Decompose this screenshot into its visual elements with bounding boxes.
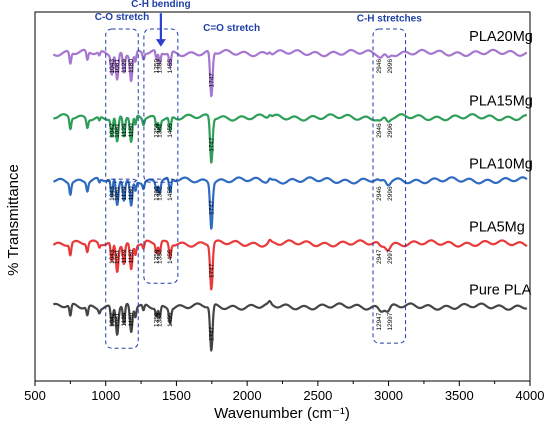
arrow-head	[155, 39, 166, 47]
peak-label: 1180	[128, 249, 135, 263]
peak-label: 1042	[109, 123, 116, 138]
peak-label: 1129	[121, 249, 128, 263]
series-line-pla5mg	[52, 238, 528, 291]
peak-label: 1383	[157, 249, 164, 264]
peak-label: 1455	[167, 59, 174, 74]
region-box-1	[105, 28, 139, 183]
peak-label: 2946	[376, 59, 383, 74]
peak-label: 1455	[167, 186, 174, 201]
peak-label: 1455	[167, 312, 174, 327]
peak-label: 1081	[114, 312, 121, 327]
peak-label: 2996	[387, 123, 394, 138]
peak-label: 1382	[157, 123, 164, 138]
series-label: PLA15Mg	[469, 93, 533, 109]
series-line-pla10mg	[52, 176, 528, 230]
peak-label: 1081	[114, 59, 121, 74]
peak-label: 1043	[109, 59, 116, 74]
x-axis-title: Wavenumber (cm⁻¹)	[214, 405, 350, 422]
peak-label: 1747	[208, 263, 215, 278]
y-axis-title: % Transmittance	[5, 164, 22, 276]
peak-label: 12997	[387, 312, 394, 330]
x-tick-label: 3000	[374, 388, 403, 403]
peak-label: 1455	[167, 123, 174, 138]
peak-label: 1180	[128, 312, 135, 326]
peak-label: 1042	[109, 312, 116, 327]
region-label: C-H bending	[131, 0, 190, 10]
series-line-pla15mg	[52, 113, 528, 164]
peak-label: 1081	[114, 123, 121, 138]
peak-label: 1180	[128, 59, 135, 73]
peak-label: 1382	[157, 59, 164, 74]
x-tick-label: 1500	[162, 388, 191, 403]
peak-label: 1129	[121, 312, 128, 326]
peak-label: 1129	[121, 123, 128, 137]
peak-label: 1747	[208, 137, 215, 152]
peak-label: 1359	[153, 312, 160, 327]
peak-label: 2946	[376, 123, 383, 138]
peak-label: 1180	[128, 123, 135, 137]
region-box-3	[372, 28, 407, 344]
series-line-pla20mg	[52, 48, 528, 98]
peak-label: 1359	[153, 123, 160, 138]
region-box-lower-1	[105, 178, 139, 349]
peak-label: 1383	[157, 312, 164, 327]
peak-label: 2946	[376, 186, 383, 201]
region-box-lower-2	[143, 178, 179, 284]
series-label: PLA20Mg	[469, 29, 533, 45]
peak-label: 1043	[109, 249, 116, 264]
series-label: PLA5Mg	[469, 219, 525, 235]
peak-label: 1043	[109, 186, 116, 201]
series-label: PLA10Mg	[469, 156, 533, 172]
region-label: C=O stretch	[203, 23, 260, 34]
peak-label: 1747	[208, 73, 215, 88]
peak-label: 1129	[121, 59, 128, 73]
x-tick-label: 500	[24, 388, 46, 403]
peak-label: 1382	[157, 186, 164, 201]
peak-label: 12947	[376, 312, 383, 330]
peak-label: 1747	[208, 200, 215, 215]
peak-label: 2996	[387, 59, 394, 74]
axes: 500 1000 1500 2000 2500 3000 3500 4000	[24, 11, 545, 403]
peak-label: 1359	[153, 249, 160, 264]
peak-label: 1455	[167, 249, 174, 264]
peak-label: 1360	[153, 186, 160, 201]
peak-label: 2947	[376, 249, 383, 264]
region-label: C-H stretches	[357, 13, 422, 24]
x-tick-label: 4000	[516, 388, 545, 403]
x-tick-label: 2500	[303, 388, 332, 403]
peak-label: 1081	[114, 186, 121, 201]
peak-label: 2997	[387, 249, 394, 264]
peak-label: 1747	[208, 326, 215, 341]
x-tick-label: 1000	[91, 388, 120, 403]
series-line-pure-pla	[52, 300, 528, 352]
plot-area: PLA20Mg PLA15Mg PLA10Mg PLA5Mg Pure PLA C-O s…	[52, 0, 533, 352]
x-tick-label: 2000	[233, 388, 262, 403]
series-label: Pure PLA	[469, 283, 531, 299]
peak-label: 1180	[128, 186, 135, 200]
peak-label: 1129	[121, 186, 128, 200]
region-label: C-O stretch	[95, 12, 149, 23]
x-tick-label: 3500	[445, 388, 474, 403]
peak-label: 1359	[153, 59, 160, 74]
peak-label: 2996	[387, 186, 394, 201]
peak-label: 1081	[114, 249, 121, 264]
